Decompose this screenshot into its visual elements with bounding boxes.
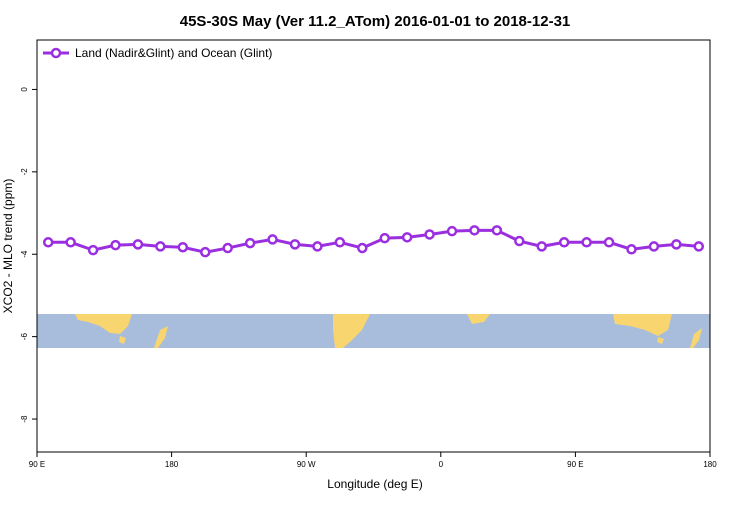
y-tick-label: -4 [20, 250, 29, 258]
data-point [379, 232, 390, 244]
y-tick-label: 0 [20, 87, 29, 92]
y-tick-label: -8 [20, 415, 29, 423]
data-point [110, 239, 121, 251]
map-strip [37, 314, 710, 348]
data-point [401, 232, 413, 243]
data-point [334, 237, 346, 248]
x-tick-label: 90 W [297, 460, 316, 469]
data-point [177, 241, 189, 253]
y-axis-label: XCO2 - MLO trend (ppm) [1, 179, 15, 314]
x-tick-label: 180 [165, 460, 179, 469]
data-point [469, 225, 480, 236]
data-point [536, 241, 547, 252]
x-tick-label: 90 E [29, 460, 45, 469]
series-line [48, 228, 699, 254]
data-point [491, 225, 503, 236]
data-point [87, 244, 99, 256]
chart-title: 45S-30S May (Ver 11.2_ATom) 2016-01-01 t… [180, 13, 571, 30]
data-point [558, 237, 570, 248]
legend-label: Land (Nadir&Glint) and Ocean (Glint) [75, 46, 272, 60]
legend-marker [50, 47, 62, 59]
data-point [42, 237, 54, 248]
data-point [65, 237, 76, 248]
data-point [312, 241, 323, 252]
data-point [514, 235, 525, 247]
data-point [200, 246, 211, 258]
y-tick-label: -2 [20, 168, 29, 176]
y-tick-label: -6 [20, 333, 29, 341]
x-axis-label: Longitude (deg E) [327, 477, 422, 491]
data-point [424, 229, 435, 240]
x-tick-label: 180 [703, 460, 717, 469]
plot-frame [36, 39, 711, 453]
data-point [222, 242, 233, 254]
data-point [132, 239, 144, 250]
data-point [244, 237, 256, 249]
data-point [581, 237, 592, 248]
data-point [626, 244, 637, 255]
data-point [155, 241, 166, 252]
x-tick-label: 90 E [567, 460, 583, 469]
data-point [671, 239, 682, 250]
x-tick-label: 0 [439, 460, 444, 469]
data-point [267, 234, 278, 245]
data-point [357, 242, 368, 254]
data-point [648, 241, 660, 252]
data-point [446, 225, 458, 237]
data-point [289, 239, 301, 250]
data-point [603, 237, 615, 248]
data-point [693, 241, 705, 252]
